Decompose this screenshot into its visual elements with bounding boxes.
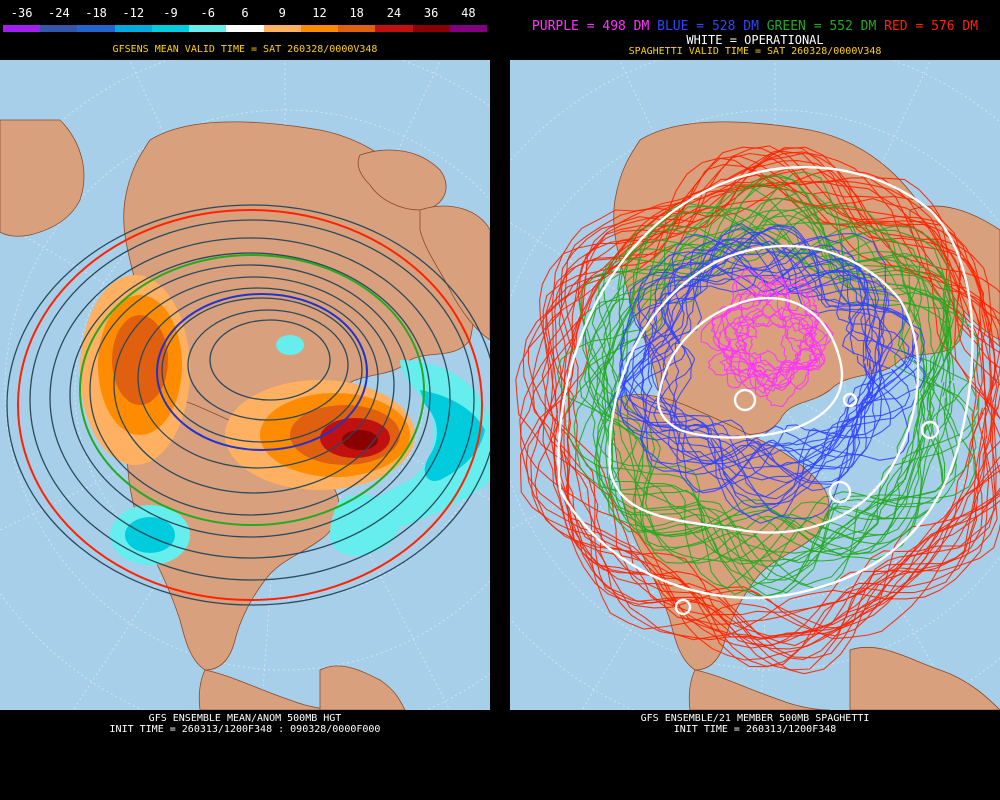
legend-label: 9 [278,6,286,20]
spaghetti-map-svg [510,60,1000,710]
mean-anomaly-map [0,60,490,710]
mean-anomaly-panel: -36 -24 -18 -12 -9 -6 6 9 12 18 24 36 48 GFSENS MEAN… [0,0,490,800]
anomaly-color-bar [3,25,488,32]
legend-swatch [3,25,41,32]
height-contours [6,204,490,606]
legend-swatch [412,25,450,32]
legend-swatch [40,25,78,32]
spaghetti-valid-time: SPAGHETTI VALID TIME = SAT 260328/0000V3… [628,46,882,57]
ensemble-member-trace [710,275,787,384]
mean-valid-time: GFSENS MEAN VALID TIME = SAT 260328/0000… [112,44,378,55]
operational-contours [557,165,974,616]
ensemble-member-trace [700,275,829,390]
spaghetti-legend: PURPLE = 498 DM BLUE = 528 DM GREEN = 55… [510,20,1000,34]
legend-green: GREEN = 552 DM [766,19,877,34]
ensemble-member-trace [640,235,876,520]
ensemble-member-trace [608,258,925,469]
ensemble-member-trace [714,282,814,390]
spaghetti-panel: PURPLE = 498 DM BLUE = 528 DM GREEN = 55… [510,0,1000,800]
ensemble-member-trace [619,234,910,524]
mean-footer-init: INIT TIME = 260313/1200F348 : 090328/000… [109,724,381,735]
ensemble-member-trace [598,180,957,581]
legend-swatch [226,25,264,32]
ensemble-member-trace [628,251,918,447]
ensemble-member-trace [653,244,910,468]
legend-swatch [300,25,339,32]
legend-swatch [263,25,301,32]
legend-swatch [449,25,488,32]
legend-label: 48 [461,6,476,20]
ensemble-member-trace [619,231,893,517]
legend-label: 36 [423,6,439,20]
spaghetti-purple-498 [700,268,834,408]
legend-red: RED = 576 DM [884,19,979,34]
ensemble-member-trace [587,215,950,557]
spaghetti-red-576 [515,145,1000,675]
ensemble-member-trace [545,157,1000,637]
spaghetti-footer-title: GFS ENSEMBLE/21 MEMBER 500MB SPAGHETTI [640,713,870,724]
spaghetti-map [510,60,1000,710]
legend-purple: PURPLE = 498 DM [531,19,650,34]
anomaly-fills [80,275,490,565]
legend-label: -36 [10,6,33,20]
legend-swatch [338,25,376,32]
spaghetti-blue-528 [608,222,925,524]
legend-swatch [151,25,190,32]
ensemble-member-trace [522,180,1000,641]
legend-label: 24 [386,6,402,20]
legend-operational: WHITE = OPERATIONAL [686,33,824,47]
key-contours [17,209,483,601]
ensemble-member-trace [604,211,952,555]
ensemble-member-trace [558,145,998,660]
ensemble-member-trace [595,205,944,598]
legend-label: -12 [122,6,145,20]
ensemble-member-trace [723,290,824,392]
ensemble-member-trace [613,204,928,564]
ensemble-member-trace [639,249,890,485]
ensemble-member-trace [598,174,947,597]
legend-label: -24 [48,6,70,20]
legend-swatch [114,25,152,32]
legend-label: 12 [312,6,327,20]
mean-footer-title: GFS ENSEMBLE MEAN/ANOM 500MB HGT [148,713,342,724]
ensemble-member-trace [584,175,956,564]
ensemble-member-trace [579,227,980,564]
ensemble-member-trace [717,293,799,373]
ensemble-member-trace [734,310,821,388]
ensemble-member-trace [711,268,825,395]
ensemble-member-trace [650,240,892,500]
legend-label: 6 [241,6,249,20]
legend-swatch [375,25,413,32]
legend-label: 18 [349,6,364,20]
legend-swatch [77,25,115,32]
anomaly-legend-labels: -36 -24 -18 -12 -9 -6 6 9 12 18 24 36 48 [3,6,487,20]
ensemble-member-trace [616,238,904,484]
ensemble-member-trace [520,160,1000,661]
ensemble-member-trace [519,152,1000,649]
legend-label: -18 [85,6,107,20]
mean-anomaly-map-svg [0,60,490,710]
ensemble-member-trace [632,222,877,494]
legend-label: -6 [200,6,215,20]
ensemble-member-trace [530,174,1000,650]
spaghetti-footer-init: INIT TIME = 260313/1200F348 [673,724,837,735]
legend-swatch [189,25,227,32]
legend-label: -9 [163,6,178,20]
panel-divider [490,0,510,800]
ensemble-member-trace [519,185,1000,639]
ensemble-member-trace [532,151,1000,640]
ensemble-member-trace [566,147,987,668]
ensemble-member-trace [539,146,997,647]
legend-blue: BLUE = 528 DM [657,19,759,34]
